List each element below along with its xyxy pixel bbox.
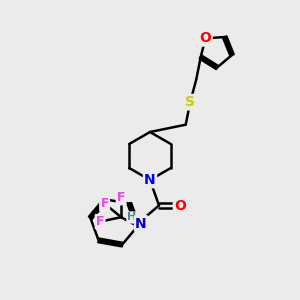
Text: F: F [117, 191, 125, 204]
Text: F: F [96, 215, 104, 228]
Text: S: S [185, 95, 195, 109]
Text: O: O [174, 199, 186, 212]
Text: N: N [135, 217, 147, 230]
Text: H: H [128, 212, 136, 223]
Text: O: O [200, 32, 211, 45]
Text: N: N [144, 173, 156, 187]
Text: F: F [100, 197, 109, 210]
